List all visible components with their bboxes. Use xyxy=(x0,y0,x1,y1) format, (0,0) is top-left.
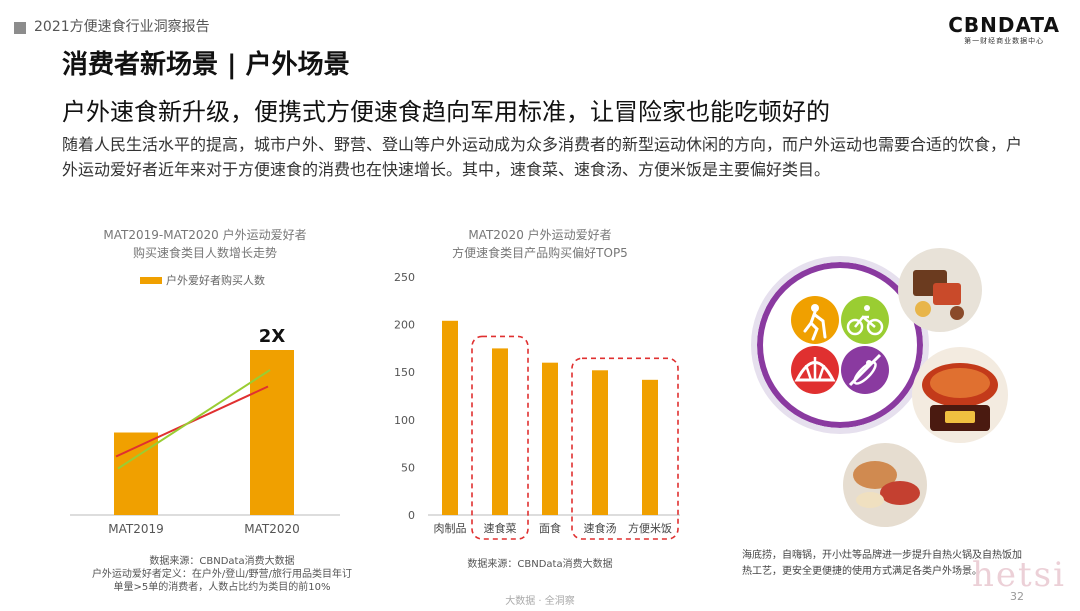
chart2-highlight-box-1 xyxy=(571,357,679,540)
chart1-source-line3: 单量>5单的消费者，人数占比约为类目的前10% xyxy=(113,582,331,593)
chart2-ytick-0: 0 xyxy=(408,509,415,522)
chart1-bar-MAT2019 xyxy=(114,432,158,515)
logo-main-text: CBNDATA xyxy=(948,13,1060,37)
ring-purple xyxy=(757,262,923,428)
intro-paragraph: 随着人民生活水平的提高，城市户外、野营、登山等户外运动成为众多消费者的新型运动休… xyxy=(62,135,1023,179)
header-marker xyxy=(14,22,26,34)
watermark: hetsi xyxy=(971,555,1066,595)
food-photo-bottom xyxy=(843,443,927,527)
chart2-highlight-box-0 xyxy=(471,335,529,540)
chart2-ytick-50: 50 xyxy=(401,461,415,474)
chart2-bar-方便米饭 xyxy=(642,379,658,515)
chart2-bar-肉制品 xyxy=(442,320,458,515)
chart2-title-line-1: 方便速食类目产品购买偏好TOP5 xyxy=(452,246,628,260)
chart2-bar-面食 xyxy=(542,362,558,515)
chart2-ytick-150: 150 xyxy=(394,366,415,379)
chart1-source: 数据来源：CBNData消费大数据 户外运动爱好者定义：在户外/登山/野营/旅行… xyxy=(62,555,382,594)
chart1-svg: MAT2019 MAT2020 2X xyxy=(70,326,340,536)
chart2-bar-速食汤 xyxy=(592,370,608,515)
chart2-title-line-0: MAT2020 户外运动爱好者 xyxy=(468,228,612,242)
chart1-title: MAT2019-MAT2020 户外运动爱好者 购买速食类目人数增长走势 xyxy=(60,226,350,262)
legend-swatch xyxy=(140,276,162,284)
chart2-ytick-200: 200 xyxy=(394,319,415,332)
legend-label: 户外爱好者购买人数 xyxy=(166,274,265,287)
food-photo-middle xyxy=(912,347,1008,443)
chart1-xlabel-0: MAT2019 xyxy=(108,522,164,536)
chart2-title: MAT2020 户外运动爱好者方便速食类目产品购买偏好TOP5 xyxy=(395,226,685,262)
logo-sub-text: 第一财经商业数据中心 xyxy=(964,37,1045,45)
page-number: 32 xyxy=(1010,590,1024,603)
food-photo-top xyxy=(898,248,982,332)
chart1-title-line-1: 购买速食类目人数增长走势 xyxy=(132,246,277,260)
chart2-xlabel-1: 速食菜 xyxy=(484,521,517,535)
chart2-svg: 0 50 100 150 200 250 肉制品 速食菜 面食 速食汤 方便米饭 xyxy=(394,271,680,540)
chart2-xlabel-2: 面食 xyxy=(539,521,561,535)
chart1-annotation: 2X xyxy=(259,326,286,347)
chart2-xlabel-0: 肉制品 xyxy=(434,522,467,535)
chart1-source-line1: 数据来源：CBNData消费大数据 xyxy=(149,556,295,567)
cbndata-logo: CBNDATA 第一财经商业数据中心 xyxy=(948,14,1060,46)
hiking-icon xyxy=(791,296,839,344)
chart2-xlabel-3: 速食汤 xyxy=(584,521,617,535)
kayak-icon xyxy=(841,346,889,394)
headline: 户外速食新升级，便携式方便速食趋向军用标准，让冒险家也能吃顿好的 xyxy=(62,98,830,126)
right-caption: 海底捞，自嗨锅，开小灶等品牌进一步提升自热火锅及自热饭加热工艺，更安全更便捷的使… xyxy=(742,550,1022,577)
chart2-source: 数据来源：CBNData消费大数据 xyxy=(467,559,613,570)
chart2-ytick-100: 100 xyxy=(394,414,415,427)
report-title: 2021方便速食行业洞察报告 xyxy=(34,19,210,35)
chart1-source-line2: 户外运动爱好者定义：在户外/登山/野营/旅行用品类目年订 xyxy=(91,569,353,580)
chart1-legend: 户外爱好者购买人数 xyxy=(140,272,265,288)
outdoor-illustration xyxy=(751,248,1008,527)
footer: 大数据 · 全洞察 xyxy=(505,596,575,607)
chart2-xlabel-4: 方便米饭 xyxy=(628,521,672,535)
chart2-bar-速食菜 xyxy=(492,348,508,515)
chart2-ytick-250: 250 xyxy=(394,271,415,284)
chart1-title-line-0: MAT2019-MAT2020 户外运动爱好者 xyxy=(103,228,307,242)
chart1-trend-green xyxy=(117,369,271,470)
section-title: 消费者新场景 | 户外场景 xyxy=(62,50,350,80)
cycling-icon xyxy=(841,296,889,344)
chart1-xlabel-1: MAT2020 xyxy=(244,522,300,536)
tent-icon xyxy=(791,346,839,394)
ring-outer xyxy=(751,256,929,434)
chart1-bar-MAT2020 xyxy=(250,350,294,515)
